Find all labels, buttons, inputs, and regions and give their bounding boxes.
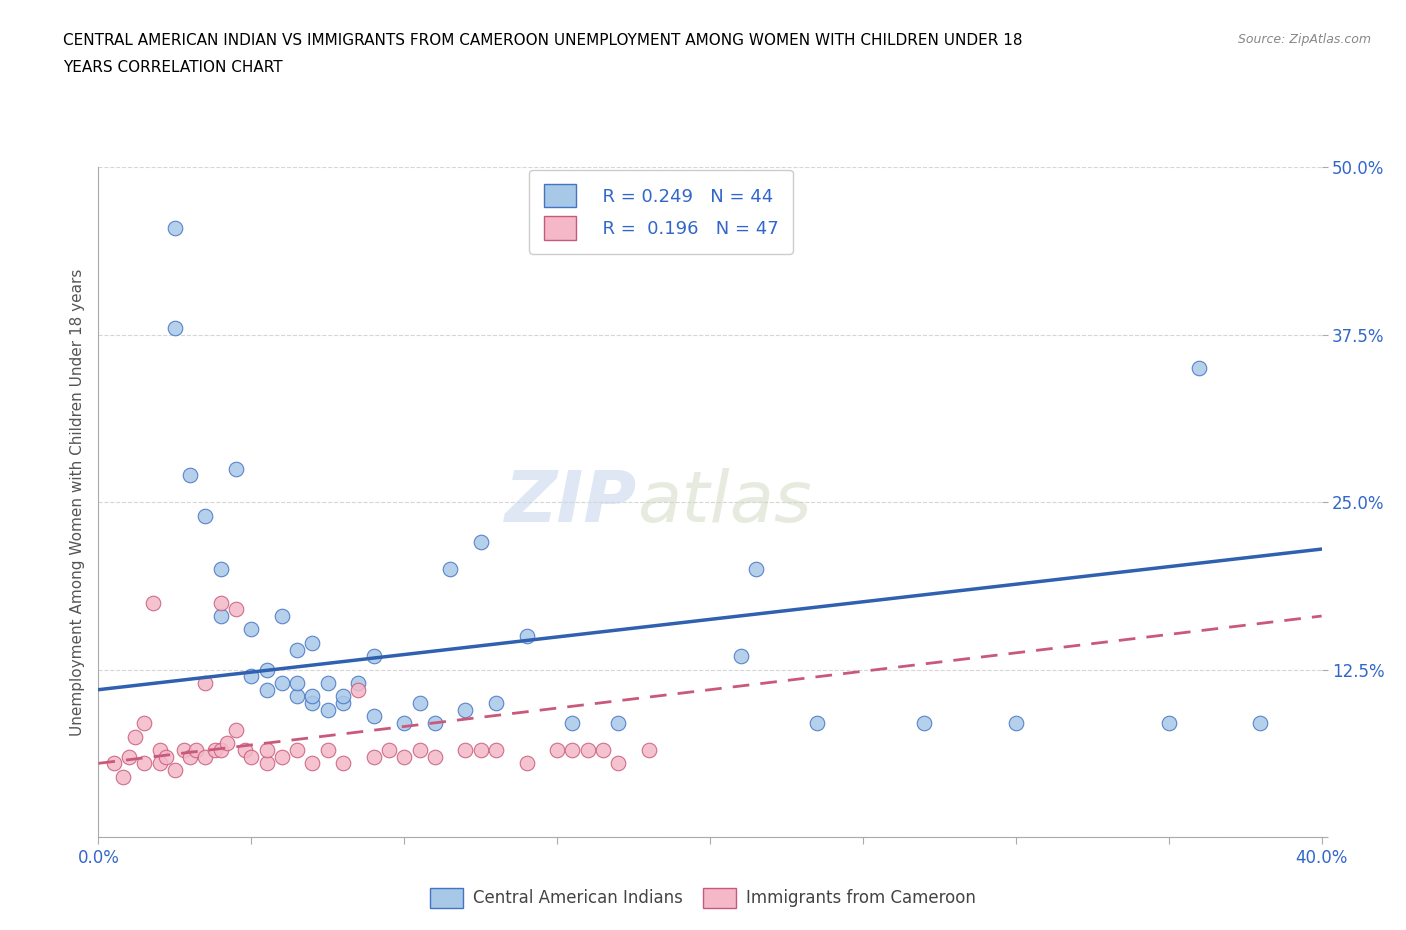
Point [163, 763, 186, 777]
Point [316, 675, 339, 690]
Point [332, 696, 354, 711]
Point [454, 702, 477, 717]
Point [111, 769, 134, 784]
Point [256, 662, 278, 677]
Point [173, 742, 195, 757]
Point [423, 750, 446, 764]
Point [408, 742, 430, 757]
Point [1188, 361, 1211, 376]
Point [285, 689, 308, 704]
Point [301, 756, 323, 771]
Point [149, 742, 172, 757]
Point [285, 642, 308, 657]
Text: Source: ZipAtlas.com: Source: ZipAtlas.com [1237, 33, 1371, 46]
Point [142, 595, 165, 610]
Point [301, 635, 323, 650]
Point [256, 683, 278, 698]
Point [607, 756, 630, 771]
Point [363, 649, 385, 664]
Point [225, 723, 247, 737]
Point [454, 742, 477, 757]
Text: CENTRAL AMERICAN INDIAN VS IMMIGRANTS FROM CAMEROON UNEMPLOYMENT AMONG WOMEN WIT: CENTRAL AMERICAN INDIAN VS IMMIGRANTS FR… [63, 33, 1022, 47]
Point [363, 709, 385, 724]
Point [194, 750, 217, 764]
Point [285, 742, 308, 757]
Point [103, 756, 125, 771]
Legend: Central American Indians, Immigrants from Cameroon: Central American Indians, Immigrants fro… [423, 882, 983, 914]
Point [516, 629, 538, 644]
Point [285, 675, 308, 690]
Point [240, 622, 263, 637]
Point [124, 729, 146, 744]
Point [363, 750, 385, 764]
Point [1157, 716, 1180, 731]
Point [546, 742, 568, 757]
Point [301, 696, 323, 711]
Point [347, 683, 370, 698]
Point [240, 669, 263, 684]
Point [485, 696, 508, 711]
Point [301, 689, 323, 704]
Point [240, 750, 263, 764]
Point [149, 756, 172, 771]
Point [194, 675, 217, 690]
Point [179, 750, 201, 764]
Point [204, 742, 226, 757]
Point [179, 468, 201, 483]
Point [730, 649, 752, 664]
Point [485, 742, 508, 757]
Point [439, 562, 461, 577]
Point [1004, 716, 1026, 731]
Text: ZIP: ZIP [505, 468, 637, 537]
Point [256, 742, 278, 757]
Point [134, 716, 156, 731]
Point [316, 742, 339, 757]
Point [316, 702, 339, 717]
Point [233, 742, 256, 757]
Point [225, 602, 247, 617]
Point [186, 742, 208, 757]
Point [163, 321, 186, 336]
Point [332, 689, 354, 704]
Point [392, 750, 416, 764]
Y-axis label: Unemployment Among Women with Children Under 18 years: Unemployment Among Women with Children U… [69, 269, 84, 736]
Point [209, 608, 232, 623]
Text: atlas: atlas [637, 468, 811, 537]
Point [332, 756, 354, 771]
Point [163, 220, 186, 235]
Point [516, 756, 538, 771]
Point [561, 716, 583, 731]
Point [209, 562, 232, 577]
Point [209, 742, 232, 757]
Point [408, 696, 430, 711]
Point [270, 608, 292, 623]
Point [225, 461, 247, 476]
Point [378, 742, 401, 757]
Text: YEARS CORRELATION CHART: YEARS CORRELATION CHART [63, 60, 283, 75]
Point [806, 716, 828, 731]
Legend:   R = 0.249   N = 44,   R =  0.196   N = 47: R = 0.249 N = 44, R = 0.196 N = 47 [529, 170, 793, 254]
Point [592, 742, 614, 757]
Point [1249, 716, 1271, 731]
Point [347, 675, 370, 690]
Point [215, 736, 238, 751]
Point [912, 716, 935, 731]
Point [392, 716, 416, 731]
Point [576, 742, 599, 757]
Point [194, 508, 217, 523]
Point [745, 562, 768, 577]
Point [561, 742, 583, 757]
Point [256, 756, 278, 771]
Point [470, 742, 492, 757]
Point [423, 716, 446, 731]
Point [155, 750, 177, 764]
Point [607, 716, 630, 731]
Point [270, 675, 292, 690]
Point [637, 742, 661, 757]
Point [118, 750, 141, 764]
Point [209, 595, 232, 610]
Point [270, 750, 292, 764]
Point [470, 535, 492, 550]
Point [134, 756, 156, 771]
